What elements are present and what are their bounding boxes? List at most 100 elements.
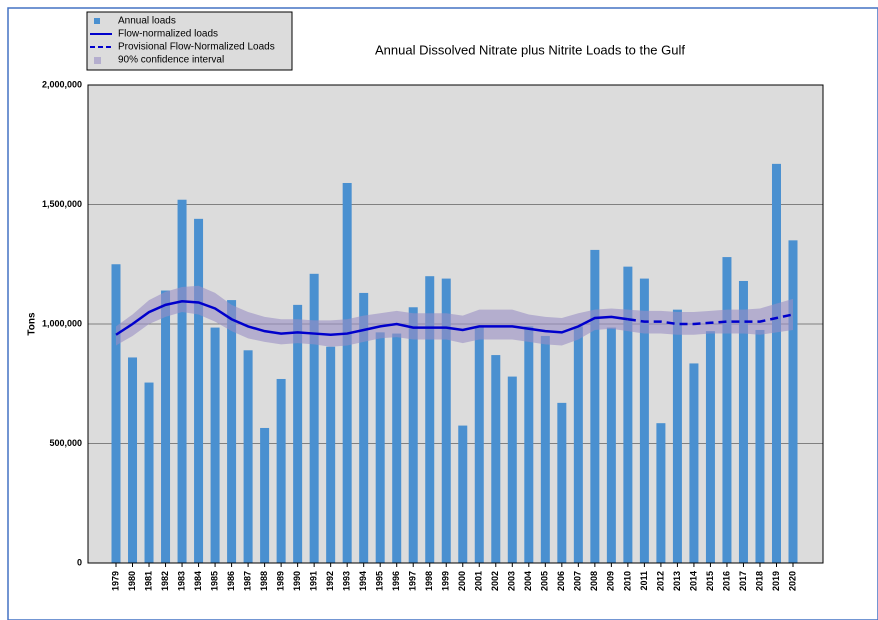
x-tick-label: 2020	[787, 571, 797, 591]
legend-label: Provisional Flow-Normalized Loads	[118, 42, 275, 53]
bar	[557, 402, 567, 563]
bar	[326, 346, 336, 563]
bar	[458, 425, 468, 563]
bar	[392, 333, 402, 563]
y-tick-label: 1,500,000	[42, 199, 82, 209]
bar	[590, 249, 600, 563]
bar	[243, 350, 253, 563]
x-tick-label: 1994	[358, 571, 368, 591]
bar	[342, 182, 352, 564]
bar	[788, 240, 798, 563]
x-tick-label: 2003	[507, 571, 517, 591]
chart-title: Annual Dissolved Nitrate plus Nitrite Lo…	[375, 42, 685, 57]
bar	[111, 264, 121, 563]
y-axis-label: Tons	[27, 312, 38, 336]
bar	[639, 278, 649, 563]
bar	[540, 335, 550, 563]
x-tick-label: 2010	[622, 571, 632, 591]
x-tick-label: 2016	[721, 571, 731, 591]
x-tick-label: 1986	[226, 571, 236, 591]
bar	[441, 278, 451, 563]
x-tick-label: 2007	[573, 571, 583, 591]
x-tick-label: 1999	[441, 571, 451, 591]
x-tick-label: 1983	[176, 571, 186, 591]
x-tick-label: 1979	[110, 571, 120, 591]
bar	[573, 326, 583, 563]
bar	[293, 304, 303, 563]
bar	[689, 363, 699, 563]
bar	[656, 423, 666, 563]
x-tick-label: 1995	[375, 571, 385, 591]
x-tick-label: 2009	[606, 571, 616, 591]
x-tick-label: 2008	[589, 571, 599, 591]
legend-marker	[94, 18, 100, 24]
x-tick-label: 1987	[242, 571, 252, 591]
x-tick-label: 2014	[688, 571, 698, 591]
bar	[227, 300, 237, 563]
bar	[177, 199, 187, 563]
x-tick-label: 1996	[391, 571, 401, 591]
x-tick-label: 2012	[655, 571, 665, 591]
bar	[474, 326, 484, 563]
legend-marker	[94, 57, 101, 64]
x-tick-label: 2005	[540, 571, 550, 591]
x-tick-label: 2017	[738, 571, 748, 591]
x-tick-label: 1997	[408, 571, 418, 591]
bar	[210, 327, 220, 563]
x-tick-label: 1992	[325, 571, 335, 591]
x-tick-label: 1990	[292, 571, 302, 591]
flow-line	[627, 313, 794, 326]
x-tick-label: 2004	[523, 571, 533, 591]
x-tick-label: 1982	[160, 571, 170, 591]
bar	[722, 257, 732, 563]
bar	[144, 382, 154, 563]
bar	[524, 326, 534, 563]
x-tick-label: 1984	[193, 571, 203, 591]
bar	[375, 332, 385, 563]
x-tick-label: 2006	[556, 571, 566, 591]
x-tick-label: 2013	[672, 571, 682, 591]
plot-border	[87, 84, 824, 564]
bar	[738, 280, 748, 563]
x-tick-label: 1988	[259, 571, 269, 591]
bar	[623, 266, 633, 563]
bar	[309, 273, 319, 563]
y-tick-label: 1,000,000	[42, 318, 82, 328]
bar	[491, 355, 501, 563]
legend-label: Annual loads	[118, 16, 176, 27]
bar	[507, 376, 517, 563]
bar	[705, 331, 715, 563]
bar	[606, 327, 616, 563]
x-tick-label: 1985	[209, 571, 219, 591]
bar	[359, 292, 369, 563]
legend-label: Flow-normalized loads	[118, 29, 218, 40]
x-tick-label: 1981	[143, 571, 153, 591]
bar	[161, 290, 171, 563]
y-tick-label: 2,000,000	[42, 79, 82, 89]
x-tick-label: 2018	[754, 571, 764, 591]
x-tick-label: 2001	[474, 571, 484, 591]
x-tick-label: 1998	[424, 571, 434, 591]
y-tick-label: 500,000	[49, 438, 82, 448]
x-tick-label: 2015	[705, 571, 715, 591]
x-tick-label: 1989	[275, 571, 285, 591]
confidence-band	[116, 285, 793, 347]
frame	[7, 7, 878, 620]
x-tick-label: 2019	[771, 571, 781, 591]
legend-box	[86, 11, 293, 71]
flow-line	[115, 300, 629, 337]
bar	[128, 357, 138, 563]
bar	[755, 329, 765, 563]
x-tick-label: 2011	[639, 571, 649, 591]
x-tick-label: 1993	[342, 571, 352, 591]
bar	[672, 309, 682, 563]
bar	[408, 307, 418, 563]
x-tick-label: 2000	[457, 571, 467, 591]
bar	[260, 427, 270, 563]
bar	[276, 378, 286, 563]
bar	[771, 163, 781, 563]
x-tick-label: 1991	[309, 571, 319, 591]
x-tick-label: 1980	[127, 571, 137, 591]
bar	[425, 276, 435, 563]
